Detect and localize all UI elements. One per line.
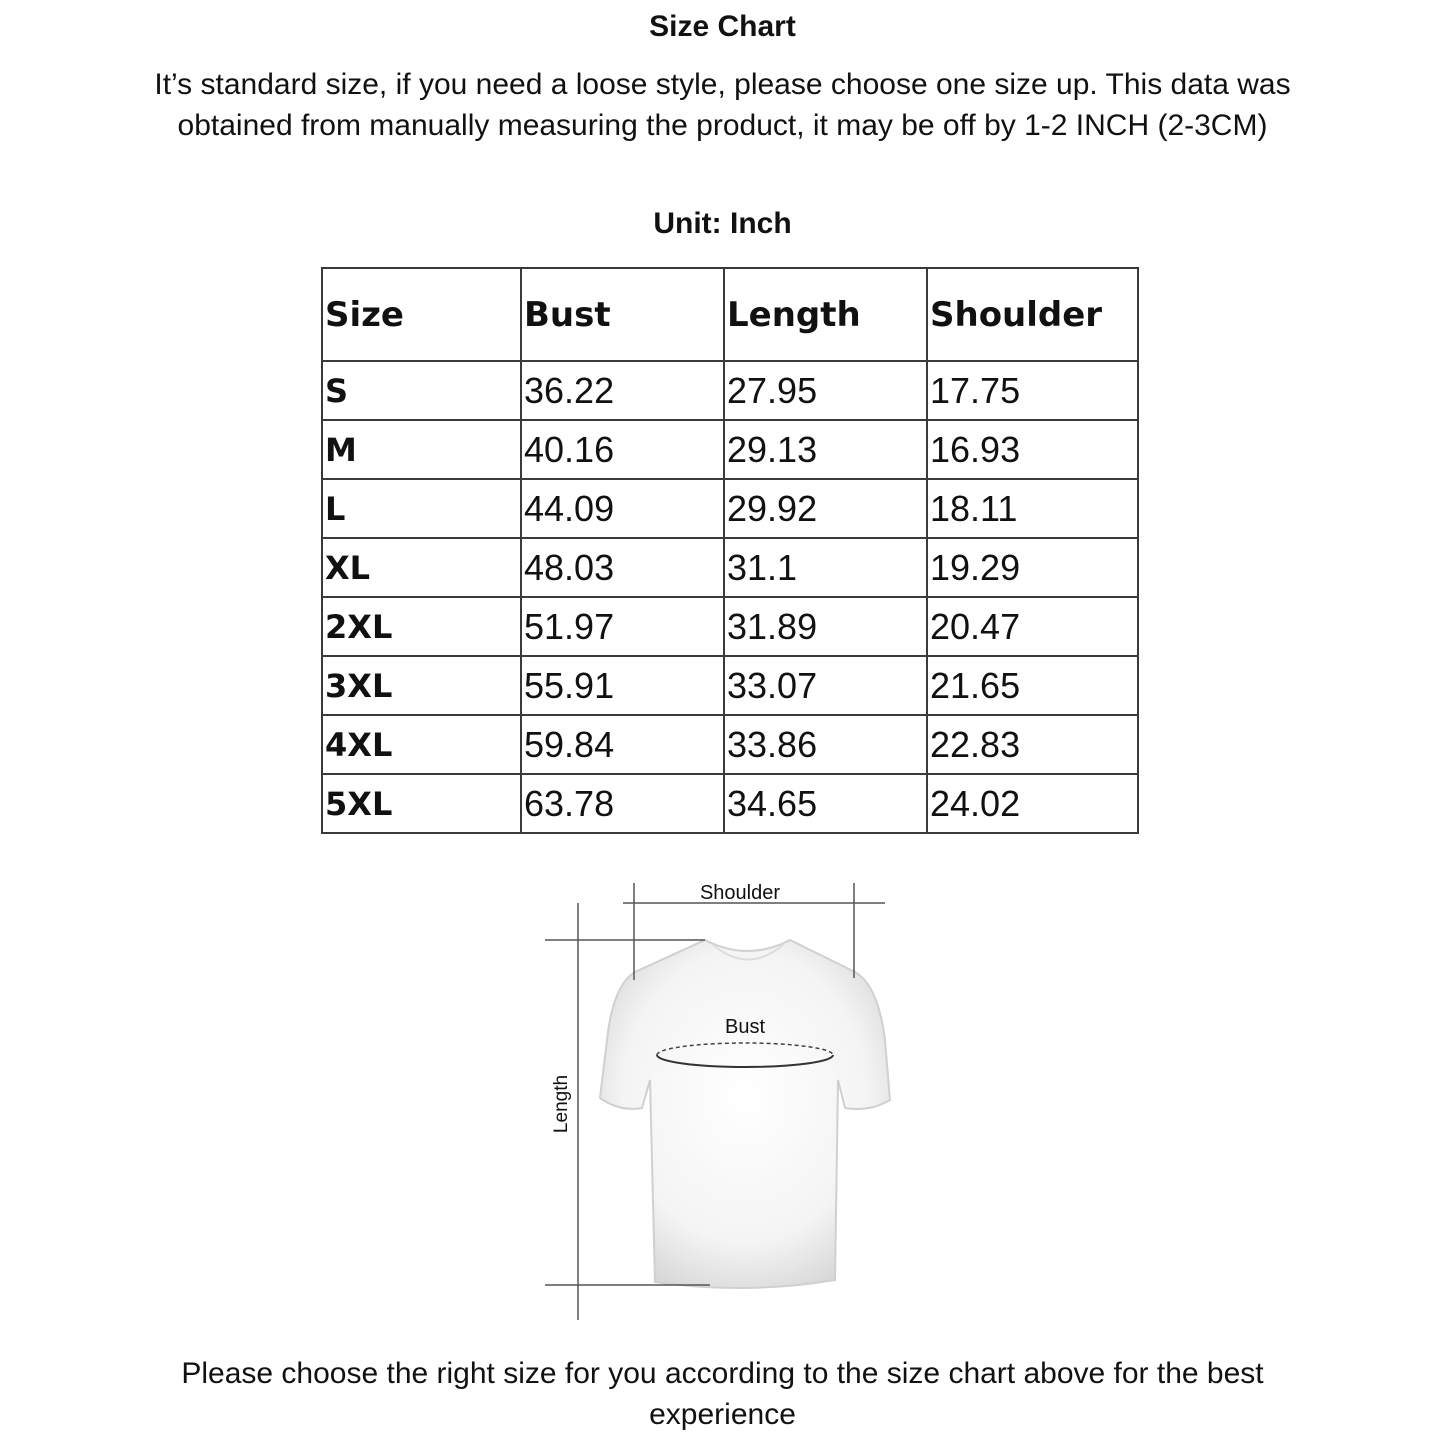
header-shoulder: Shoulder: [926, 267, 1139, 362]
table-row: M 40.16 29.13 16.93: [321, 419, 1139, 480]
cell-length: 33.07: [723, 655, 928, 716]
cell-shoulder: 18.11: [926, 478, 1139, 539]
cell-shoulder: 20.47: [926, 596, 1139, 657]
table-row: 3XL 55.91 33.07 21.65: [321, 655, 1139, 716]
cell-bust: 36.22: [520, 360, 725, 421]
table-row: 4XL 59.84 33.86 22.83: [321, 714, 1139, 775]
table-row: XL 48.03 31.1 19.29: [321, 537, 1139, 598]
cell-size: L: [321, 478, 522, 539]
cell-bust: 44.09: [520, 478, 725, 539]
cell-bust: 59.84: [520, 714, 725, 775]
cell-size: 3XL: [321, 655, 522, 716]
header-size: Size: [321, 267, 522, 362]
cell-shoulder: 19.29: [926, 537, 1139, 598]
table-row: L 44.09 29.92 18.11: [321, 478, 1139, 539]
cell-length: 29.92: [723, 478, 928, 539]
size-table: Size Bust Length Shoulder S 36.22 27.95 17.…: [321, 267, 1139, 834]
bust-label: Bust: [725, 1016, 765, 1038]
intro-text: It’s standard size, if you need a loose …: [154, 68, 1291, 142]
bust-ellipse: [656, 1042, 834, 1056]
shoulder-label: Shoulder: [700, 882, 780, 904]
cell-length: 31.89: [723, 596, 928, 657]
cell-bust: 55.91: [520, 655, 725, 716]
cell-size: 4XL: [321, 714, 522, 775]
table-row: 2XL 51.97 31.89 20.47: [321, 596, 1139, 657]
footer-text: Please choose the right size for you acc…: [181, 1357, 1264, 1431]
length-label: Length: [551, 1075, 572, 1133]
cell-length: 29.13: [723, 419, 928, 480]
cell-size: M: [321, 419, 522, 480]
cell-shoulder: 17.75: [926, 360, 1139, 421]
header-length: Length: [723, 267, 928, 362]
tshirt-icon: [598, 938, 892, 1289]
cell-bust: 51.97: [520, 596, 725, 657]
measurement-lines: [545, 883, 885, 1320]
table-row: 5XL 63.78 34.65 24.02: [321, 773, 1139, 834]
table-header-row: Size Bust Length Shoulder: [321, 267, 1139, 362]
cell-bust: 63.78: [520, 773, 725, 834]
cell-length: 33.86: [723, 714, 928, 775]
page-title: Size Chart: [649, 10, 796, 43]
cell-length: 27.95: [723, 360, 928, 421]
unit-label: Unit: Inch: [653, 207, 792, 240]
cell-size: XL: [321, 537, 522, 598]
table-row: S 36.22 27.95 17.75: [321, 360, 1139, 421]
cell-length: 34.65: [723, 773, 928, 834]
cell-bust: 48.03: [520, 537, 725, 598]
cell-shoulder: 24.02: [926, 773, 1139, 834]
cell-bust: 40.16: [520, 419, 725, 480]
cell-shoulder: 21.65: [926, 655, 1139, 716]
header-bust: Bust: [520, 267, 725, 362]
cell-size: 5XL: [321, 773, 522, 834]
cell-length: 31.1: [723, 537, 928, 598]
cell-shoulder: 22.83: [926, 714, 1139, 775]
cell-shoulder: 16.93: [926, 419, 1139, 480]
cell-size: S: [321, 360, 522, 421]
cell-size: 2XL: [321, 596, 522, 657]
